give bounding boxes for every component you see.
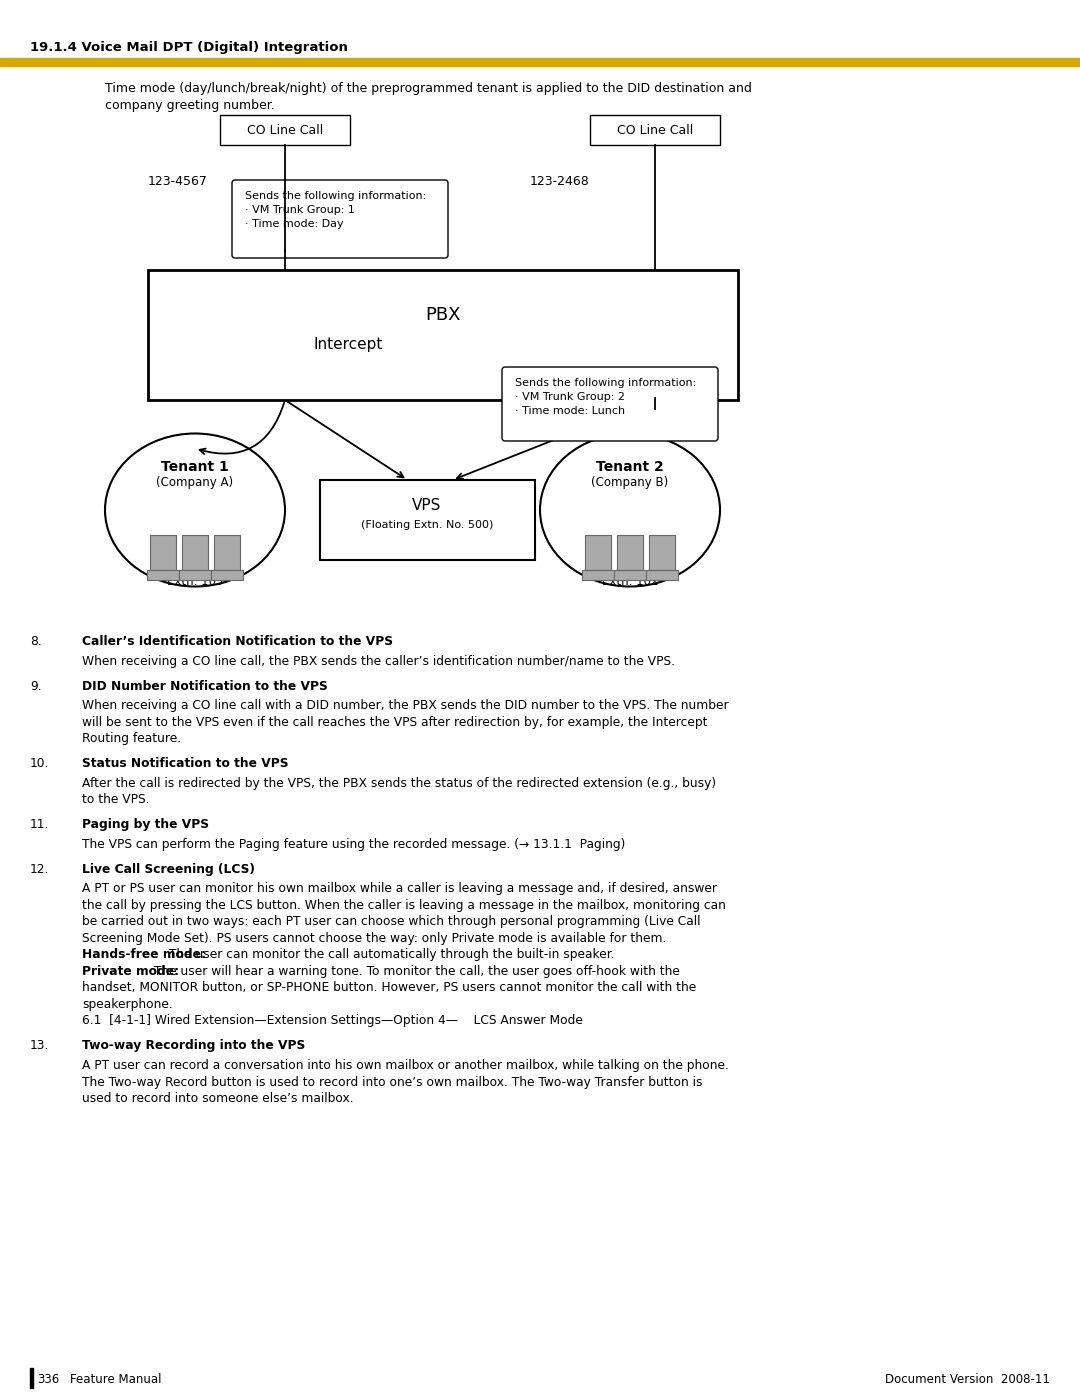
Text: When receiving a CO line call, the PBX sends the caller’s identification number/: When receiving a CO line call, the PBX s… (82, 655, 675, 668)
Text: (Floating Extn. No. 500): (Floating Extn. No. 500) (361, 520, 494, 529)
Bar (582, 570, 615, 580)
Text: Paging by the VPS: Paging by the VPS (82, 819, 210, 831)
Bar (179, 570, 211, 580)
Text: Time mode (day/lunch/break/night) of the preprogrammed tenant is applied to the : Time mode (day/lunch/break/night) of the… (105, 82, 752, 95)
Text: Private mode:: Private mode: (82, 965, 179, 978)
Bar (147, 570, 179, 580)
Text: handset, MONITOR button, or SP-PHONE button. However, PS users cannot monitor th: handset, MONITOR button, or SP-PHONE but… (82, 982, 697, 995)
Bar (214, 535, 240, 570)
Text: Two-way Recording into the VPS: Two-way Recording into the VPS (82, 1039, 306, 1052)
Bar (320, 481, 535, 560)
Text: CO Line Call: CO Line Call (617, 123, 693, 137)
Text: (Company A): (Company A) (157, 476, 233, 489)
Text: 123-4567: 123-4567 (148, 175, 207, 189)
Text: will be sent to the VPS even if the call reaches the VPS after redirection by, f: will be sent to the VPS even if the call… (82, 715, 707, 729)
Bar (211, 570, 243, 580)
Bar (220, 115, 350, 145)
Bar (148, 270, 738, 400)
Text: Screening Mode Set). PS users cannot choose the way: only Private mode is availa: Screening Mode Set). PS users cannot cho… (82, 932, 666, 944)
Bar (585, 535, 611, 570)
Text: CO Line Call: CO Line Call (247, 123, 323, 137)
Bar (30, 1368, 32, 1389)
Text: Sends the following information:
· VM Trunk Group: 1
· Time mode: Day: Sends the following information: · VM Tr… (245, 191, 427, 229)
Bar (590, 115, 720, 145)
Bar (0, 59, 1080, 66)
Text: A PT or PS user can monitor his own mailbox while a caller is leaving a message : A PT or PS user can monitor his own mail… (82, 883, 717, 895)
Bar (615, 570, 646, 580)
Text: Sends the following information:
· VM Trunk Group: 2
· Time mode: Lunch: Sends the following information: · VM Tr… (515, 379, 697, 416)
Text: PBX: PBX (426, 306, 461, 324)
Text: Live Call Screening (LCS): Live Call Screening (LCS) (82, 863, 255, 876)
Text: the call by pressing the LCS button. When the caller is leaving a message in the: the call by pressing the LCS button. Whe… (82, 900, 726, 912)
Text: Document Version  2008-11: Document Version 2008-11 (886, 1373, 1050, 1386)
Text: VPS: VPS (413, 497, 442, 513)
Text: Hands-free mode:: Hands-free mode: (82, 949, 206, 961)
Text: Feature Manual: Feature Manual (70, 1373, 162, 1386)
Text: company greeting number.: company greeting number. (105, 99, 274, 112)
Text: Status Notification to the VPS: Status Notification to the VPS (82, 757, 288, 770)
Text: The VPS can perform the Paging feature using the recorded message. (→ 13.1.1  Pa: The VPS can perform the Paging feature u… (82, 838, 625, 851)
Text: DID Number Notification to the VPS: DID Number Notification to the VPS (82, 679, 327, 693)
FancyBboxPatch shape (232, 180, 448, 258)
Text: to the VPS.: to the VPS. (82, 793, 149, 806)
Text: 13.: 13. (30, 1039, 50, 1052)
Text: Extn. 102: Extn. 102 (602, 576, 658, 588)
Text: 8.: 8. (30, 636, 42, 648)
Bar (183, 535, 208, 570)
Text: When receiving a CO line call with a DID number, the PBX sends the DID number to: When receiving a CO line call with a DID… (82, 700, 729, 712)
Text: The user can monitor the call automatically through the built-in speaker.: The user can monitor the call automatica… (165, 949, 615, 961)
Text: Extn. 105: Extn. 105 (166, 576, 224, 588)
Text: 10.: 10. (30, 757, 50, 770)
Text: 6.1  [4-1-1] Wired Extension—Extension Settings—Option 4—    LCS Answer Mode: 6.1 [4-1-1] Wired Extension—Extension Se… (82, 1014, 583, 1028)
Text: After the call is redirected by the VPS, the PBX sends the status of the redirec: After the call is redirected by the VPS,… (82, 777, 716, 789)
Text: The user will hear a warning tone. To monitor the call, the user goes off-hook w: The user will hear a warning tone. To mo… (150, 965, 679, 978)
Text: Tenant 2: Tenant 2 (596, 460, 664, 474)
Bar (649, 535, 675, 570)
Text: Intercept: Intercept (313, 338, 382, 352)
FancyBboxPatch shape (502, 367, 718, 441)
Text: 9.: 9. (30, 679, 42, 693)
Text: 123-2468: 123-2468 (530, 175, 590, 189)
Bar (646, 570, 678, 580)
Text: 19.1.4 Voice Mail DPT (Digital) Integration: 19.1.4 Voice Mail DPT (Digital) Integrat… (30, 41, 348, 54)
Text: 336: 336 (37, 1373, 59, 1386)
Text: The Two-way Record button is used to record into one’s own mailbox. The Two-way : The Two-way Record button is used to rec… (82, 1076, 702, 1088)
Text: Tenant 1: Tenant 1 (161, 460, 229, 474)
Text: (Company B): (Company B) (592, 476, 669, 489)
Text: Caller’s Identification Notification to the VPS: Caller’s Identification Notification to … (82, 636, 393, 648)
Text: 12.: 12. (30, 863, 50, 876)
Text: used to record into someone else’s mailbox.: used to record into someone else’s mailb… (82, 1092, 353, 1105)
Text: be carried out in two ways: each PT user can choose which through personal progr: be carried out in two ways: each PT user… (82, 915, 701, 929)
Bar (617, 535, 643, 570)
Text: Routing feature.: Routing feature. (82, 732, 181, 746)
Text: 11.: 11. (30, 819, 50, 831)
Text: A PT user can record a conversation into his own mailbox or another mailbox, whi: A PT user can record a conversation into… (82, 1059, 729, 1071)
Text: speakerphone.: speakerphone. (82, 997, 173, 1011)
Bar (150, 535, 176, 570)
